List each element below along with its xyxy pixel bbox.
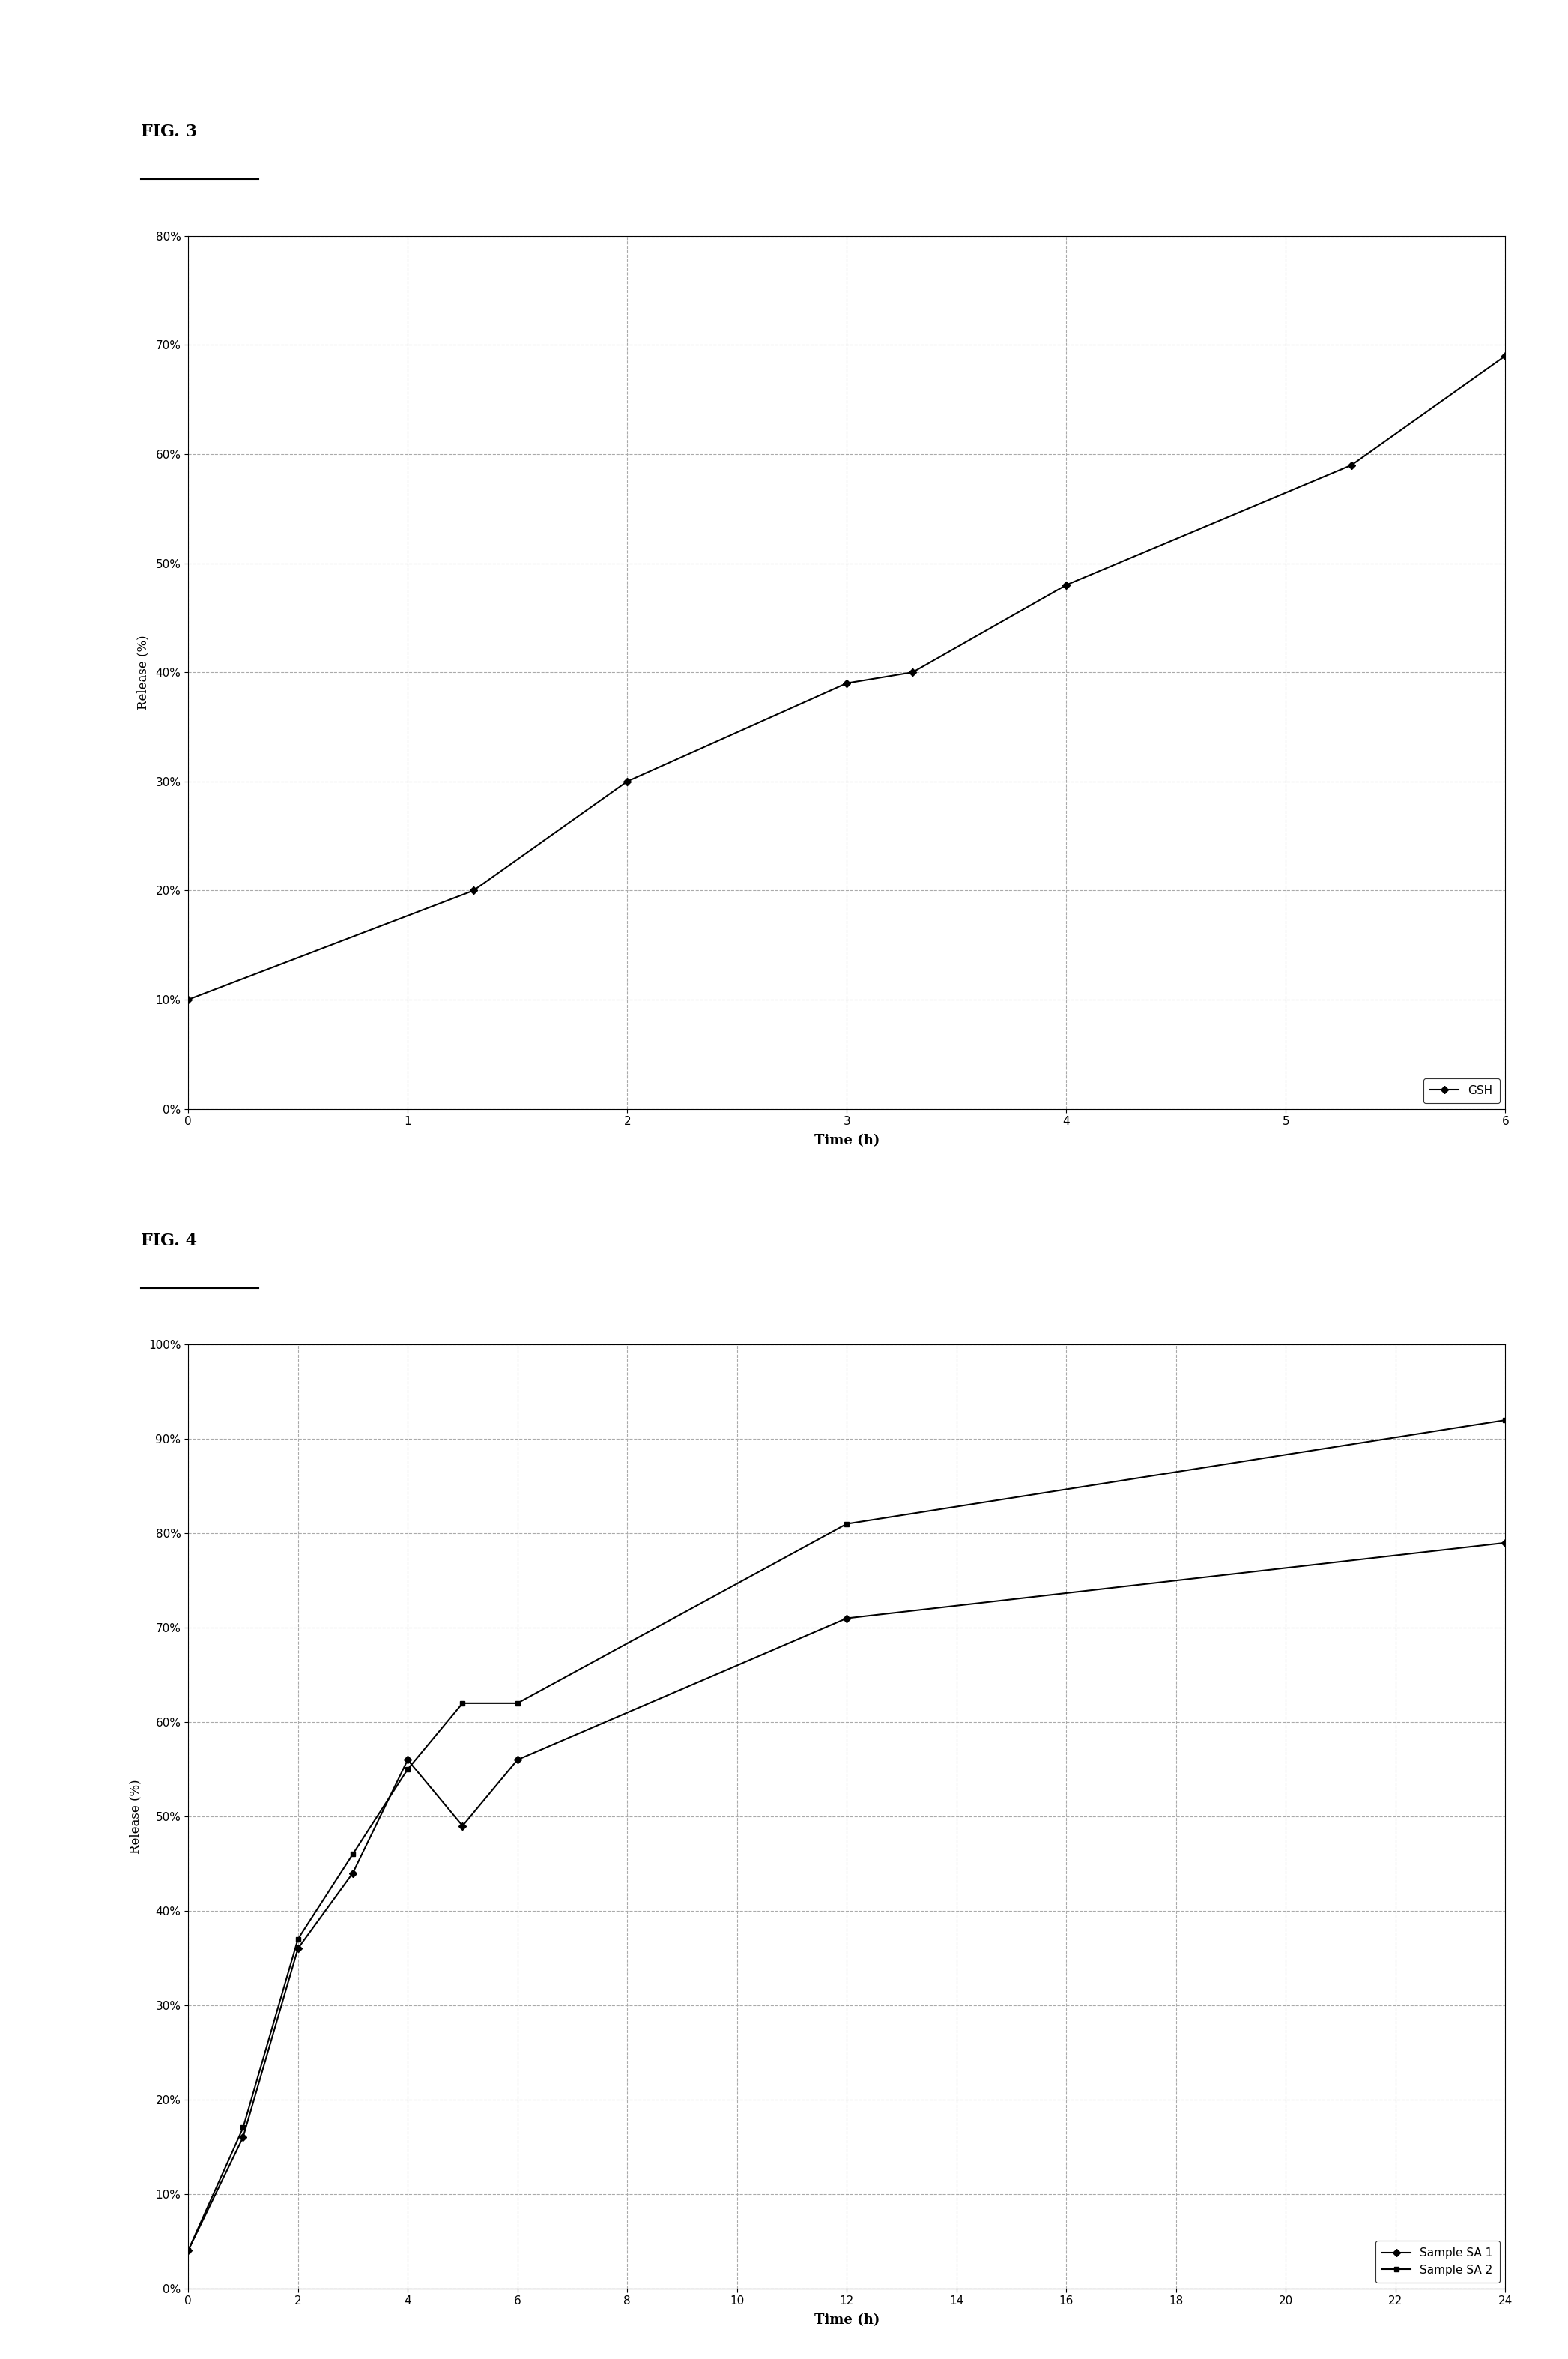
Sample SA 2 (289, 1925, 307, 1953)
Sample SA 2 (179, 2236, 198, 2265)
Sample SA 2 (398, 1755, 417, 1783)
Sample SA 1 (289, 1934, 307, 1963)
Legend: GSH: GSH (1424, 1078, 1499, 1104)
Sample SA 1 (1496, 1529, 1515, 1557)
GSH (179, 986, 198, 1014)
Sample SA 2 (343, 1840, 362, 1868)
GSH (618, 767, 637, 795)
Text: FIG. 3: FIG. 3 (141, 125, 198, 139)
Line: GSH: GSH (185, 354, 1508, 1003)
Line: Sample SA 2: Sample SA 2 (185, 1418, 1508, 2253)
X-axis label: Time (h): Time (h) (814, 2314, 880, 2326)
GSH (837, 670, 856, 698)
Sample SA 2 (453, 1689, 472, 1717)
Sample SA 1 (343, 1859, 362, 1887)
Sample SA 2 (234, 2114, 252, 2142)
Sample SA 1 (453, 1812, 472, 1840)
Sample SA 1 (837, 1604, 856, 1632)
GSH (1496, 342, 1515, 370)
Legend: Sample SA 1, Sample SA 2: Sample SA 1, Sample SA 2 (1375, 2241, 1499, 2284)
X-axis label: Time (h): Time (h) (814, 1135, 880, 1146)
Y-axis label: Release (%): Release (%) (129, 1779, 143, 1854)
Sample SA 2 (508, 1689, 527, 1717)
Sample SA 1 (234, 2123, 252, 2151)
Sample SA 2 (837, 1510, 856, 1538)
GSH (464, 875, 483, 903)
Sample SA 1 (398, 1746, 417, 1774)
Sample SA 1 (179, 2236, 198, 2265)
Text: FIG. 4: FIG. 4 (141, 1234, 198, 1248)
Line: Sample SA 1: Sample SA 1 (185, 1540, 1508, 2253)
GSH (903, 658, 922, 686)
Sample SA 1 (508, 1746, 527, 1774)
GSH (1342, 451, 1361, 479)
Sample SA 2 (1496, 1406, 1515, 1434)
Y-axis label: Release (%): Release (%) (136, 635, 149, 710)
GSH (1057, 571, 1076, 599)
